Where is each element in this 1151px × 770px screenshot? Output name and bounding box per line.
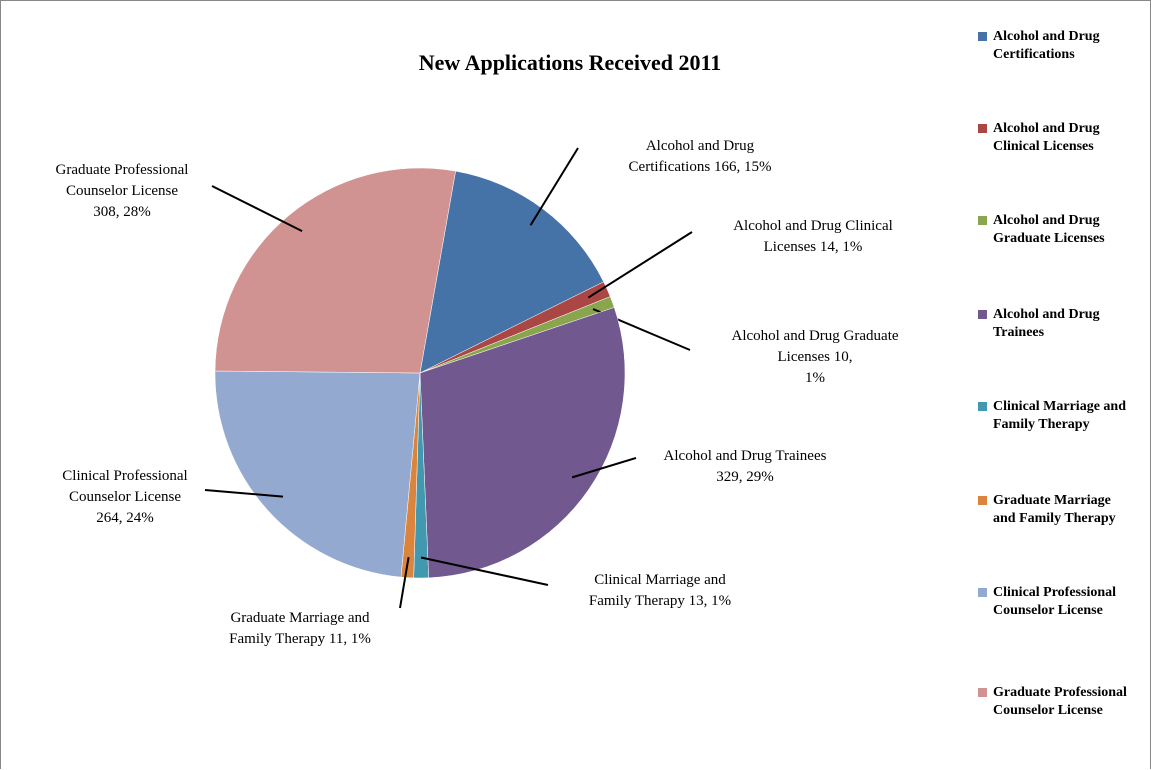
legend-swatch: [978, 588, 987, 597]
data-label: Alcohol and Drug: [646, 138, 755, 154]
legend-label: Alcohol and Drug Trainees: [993, 307, 1100, 340]
legend-label: Clinical Professional Counselor License: [993, 585, 1117, 618]
data-label: Alcohol and Drug Clinical: [733, 218, 893, 234]
leader-line: [399, 556, 410, 609]
legend-item: Graduate Professional Counselor License: [978, 684, 1148, 720]
legend-swatch: [978, 688, 987, 697]
legend-swatch: [978, 124, 987, 133]
data-label: 264, 24%: [96, 510, 154, 526]
legend-item: Clinical Marriage and Family Therapy: [978, 398, 1148, 434]
data-label: Licenses 10,: [778, 349, 853, 365]
leader-line: [587, 231, 693, 299]
legend-item: Alcohol and Drug Trainees: [978, 306, 1148, 342]
data-label: Counselor License: [66, 183, 178, 199]
legend-item: Graduate Marriage and Family Therapy: [978, 492, 1148, 528]
pie-slice: [214, 167, 456, 374]
pie-slice: [419, 307, 626, 579]
data-label: Clinical Professional: [62, 468, 187, 484]
legend-swatch: [978, 402, 987, 411]
leader-line: [529, 147, 579, 226]
legend-label: Alcohol and Drug Clinical Licenses: [993, 121, 1100, 154]
leader-line: [571, 457, 637, 479]
legend-label: Clinical Marriage and Family Therapy: [993, 399, 1126, 432]
legend-label: Graduate Marriage and Family Therapy: [993, 493, 1116, 526]
legend-swatch: [978, 32, 987, 41]
leader-line: [420, 556, 549, 586]
data-label: Certifications 166, 15%: [629, 159, 772, 175]
data-label: Clinical Marriage and: [594, 572, 726, 588]
chart-title: New Applications Received 2011: [419, 50, 722, 75]
data-label: Graduate Professional: [56, 162, 189, 178]
legend-swatch: [978, 216, 987, 225]
legend-item: Alcohol and Drug Clinical Licenses: [978, 120, 1148, 156]
data-label: Family Therapy 11, 1%: [229, 631, 371, 647]
legend-item: Alcohol and Drug Graduate Licenses: [978, 212, 1148, 248]
pie-slice: [214, 370, 421, 578]
leader-line: [204, 489, 284, 498]
data-label: 1%: [805, 370, 825, 386]
legend-label: Alcohol and Drug Graduate Licenses: [993, 213, 1105, 246]
data-label: Graduate Marriage and: [230, 610, 370, 626]
data-label: 308, 28%: [93, 204, 151, 220]
data-label: Alcohol and Drug Trainees: [664, 448, 827, 464]
data-label: 329, 29%: [716, 469, 774, 485]
legend-label: Alcohol and Drug Certifications: [993, 29, 1100, 62]
legend-item: Clinical Professional Counselor License: [978, 584, 1148, 620]
data-label: Counselor License: [69, 489, 181, 505]
data-label: Licenses 14, 1%: [764, 239, 863, 255]
pie-slice: [419, 170, 604, 374]
legend-label: Graduate Professional Counselor License: [993, 685, 1127, 718]
legend-item: Alcohol and Drug Certifications: [978, 28, 1148, 64]
data-label: Alcohol and Drug Graduate: [731, 328, 898, 344]
legend-swatch: [978, 310, 987, 319]
leader-line: [211, 185, 303, 232]
data-label: Family Therapy 13, 1%: [589, 593, 731, 609]
legend-swatch: [978, 496, 987, 505]
